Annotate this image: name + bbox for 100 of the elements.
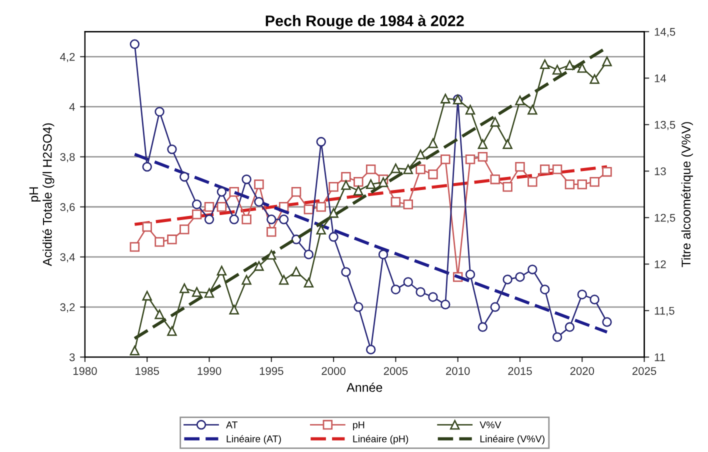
point bbox=[316, 224, 326, 235]
x-tick-label: 2005 bbox=[384, 367, 408, 375]
x-tick-label: 2000 bbox=[322, 367, 346, 375]
point bbox=[266, 250, 276, 260]
legend-label: Linéaire (pH) bbox=[353, 435, 408, 444]
point bbox=[515, 96, 525, 106]
point bbox=[465, 270, 476, 280]
point bbox=[590, 176, 600, 187]
point bbox=[242, 214, 252, 224]
point bbox=[590, 74, 600, 84]
point bbox=[378, 177, 388, 188]
point bbox=[192, 210, 202, 220]
point bbox=[254, 261, 264, 271]
point bbox=[540, 59, 550, 70]
point bbox=[428, 138, 438, 148]
point bbox=[602, 56, 612, 66]
y2-tick-label: 11,5 bbox=[654, 306, 674, 316]
point bbox=[564, 322, 575, 332]
point bbox=[515, 162, 525, 172]
point bbox=[266, 227, 276, 237]
point bbox=[502, 182, 512, 192]
point bbox=[254, 179, 264, 190]
point bbox=[354, 176, 364, 187]
point bbox=[341, 267, 351, 277]
point bbox=[366, 344, 376, 354]
point bbox=[440, 300, 450, 310]
legend-label: Linéaire (AT) bbox=[226, 435, 281, 444]
point bbox=[403, 200, 413, 210]
point bbox=[242, 174, 252, 184]
x-tick-label: 1995 bbox=[260, 367, 284, 375]
point bbox=[167, 234, 177, 244]
legend-label: AT bbox=[226, 422, 238, 428]
point bbox=[403, 164, 413, 174]
x-tick-label: 2015 bbox=[508, 367, 532, 375]
y-tick-label: 4 bbox=[69, 103, 75, 111]
legend-label: V%V bbox=[480, 421, 502, 428]
point bbox=[465, 154, 476, 164]
point bbox=[366, 164, 376, 174]
point bbox=[266, 214, 276, 224]
y2-tick-label: 12,5 bbox=[654, 214, 676, 224]
point bbox=[291, 186, 302, 197]
point bbox=[316, 202, 326, 212]
point bbox=[154, 237, 164, 247]
point bbox=[478, 152, 488, 162]
y-tick-label: 3,6 bbox=[60, 203, 75, 212]
point bbox=[590, 294, 600, 304]
y2-tick-label: 11 bbox=[654, 353, 665, 362]
point bbox=[204, 288, 214, 298]
point bbox=[180, 224, 190, 234]
point bbox=[428, 292, 438, 302]
point bbox=[316, 136, 326, 147]
point bbox=[142, 162, 152, 172]
point bbox=[440, 154, 450, 164]
point bbox=[478, 322, 488, 332]
x-tick-label: 1980 bbox=[73, 367, 97, 375]
point bbox=[416, 164, 426, 174]
legend-label: pH bbox=[353, 422, 364, 430]
y2-axis-title: Titre alcoométrique (V%V) bbox=[681, 122, 693, 268]
point bbox=[278, 275, 289, 285]
point bbox=[304, 278, 314, 288]
x-tick-label: 2020 bbox=[570, 367, 594, 375]
point bbox=[254, 197, 264, 207]
y-tick-label: 4,2 bbox=[60, 52, 75, 62]
point bbox=[192, 200, 202, 210]
chart-title: Pech Rouge de 1984 à 2022 bbox=[266, 14, 464, 30]
point bbox=[216, 266, 227, 276]
legend-label: Linéaire (V%V) bbox=[480, 435, 544, 444]
point bbox=[403, 277, 413, 287]
point bbox=[390, 284, 401, 294]
point bbox=[130, 346, 140, 356]
point bbox=[167, 326, 177, 336]
y2-tick-label: 14 bbox=[654, 74, 666, 82]
point bbox=[204, 214, 214, 224]
point bbox=[154, 106, 164, 117]
point bbox=[552, 332, 562, 342]
point bbox=[577, 179, 587, 190]
point bbox=[528, 176, 538, 187]
point bbox=[564, 179, 575, 190]
y2-tick-label: 14,5 bbox=[654, 28, 676, 38]
point bbox=[216, 186, 227, 197]
point bbox=[304, 250, 314, 260]
point bbox=[142, 222, 152, 232]
y2-tick-label: 13 bbox=[654, 167, 666, 176]
point bbox=[167, 144, 177, 154]
y2-tick-label: 12 bbox=[654, 260, 666, 268]
point bbox=[142, 290, 152, 301]
point bbox=[528, 264, 538, 274]
point bbox=[180, 283, 190, 294]
x-tick-label: 1985 bbox=[136, 367, 159, 375]
point bbox=[341, 180, 351, 190]
point bbox=[216, 202, 227, 212]
point bbox=[416, 150, 426, 160]
point bbox=[478, 139, 488, 150]
point bbox=[378, 250, 388, 260]
x-tick-label: 2025 bbox=[632, 367, 656, 375]
y2-tick-label: 13,5 bbox=[654, 120, 676, 130]
point bbox=[465, 104, 476, 115]
point bbox=[354, 302, 364, 312]
point bbox=[528, 104, 538, 115]
point bbox=[341, 172, 351, 182]
